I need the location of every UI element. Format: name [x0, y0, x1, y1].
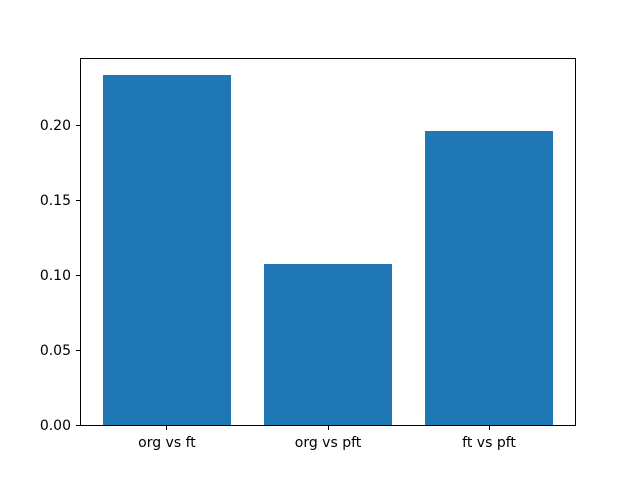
bar-org-vs-pft [263, 263, 393, 425]
y-axis-tick-label: 0.10 [39, 267, 71, 284]
y-tick-mark [76, 349, 80, 351]
plot-area [80, 58, 576, 426]
y-axis-tick-label: 0.00 [39, 418, 71, 434]
x-tick-mark [327, 426, 329, 430]
y-axis-tick-label: 0.15 [39, 192, 71, 209]
y-tick-mark [76, 199, 80, 201]
x-axis-tick-label: org vs ft [138, 435, 196, 451]
x-tick-mark [166, 426, 168, 430]
y-tick-mark [76, 124, 80, 126]
y-tick-mark [76, 425, 80, 426]
y-axis-tick-label: 0.20 [39, 117, 71, 134]
x-axis-tick-label: ft vs pft [462, 435, 516, 451]
x-axis-tick-label: org vs pft [294, 435, 362, 451]
bar-org-vs-ft [102, 75, 232, 425]
x-tick-mark [488, 426, 490, 430]
bar-ft-vs-pft [424, 130, 554, 425]
y-tick-mark [76, 274, 80, 276]
y-axis-tick-label: 0.05 [39, 342, 71, 359]
